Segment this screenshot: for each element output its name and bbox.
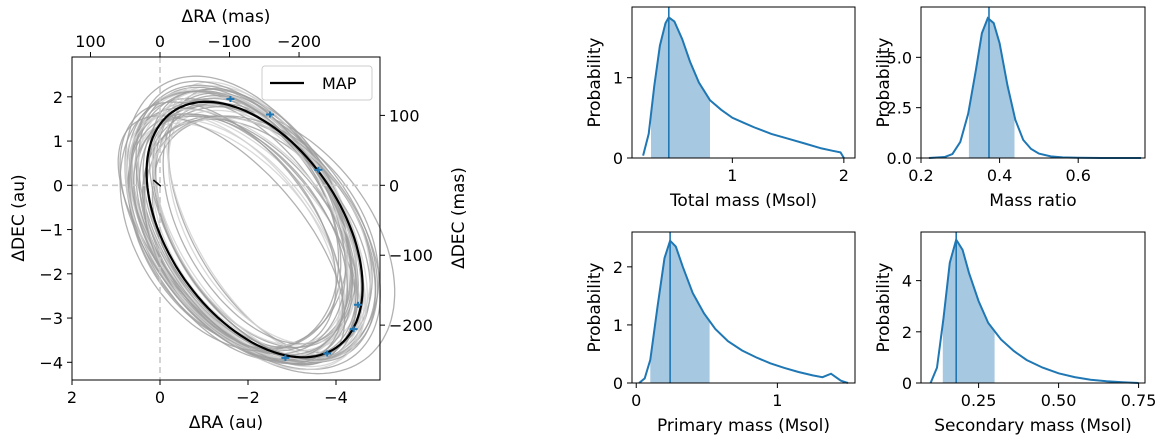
mass-ratio-y-tick-label: 5.0 [887, 48, 912, 67]
total-mass-y-tick-label: 0 [613, 149, 623, 168]
sample-orbit [130, 84, 347, 355]
orbit-right-axis-label: ΔDEC (mas) [449, 167, 469, 269]
orbit-panel: 2 0 −2 −4 2 1 0 −1 −2 −3 −4 100 0 −100 −200 100 0 −100… [9, 7, 469, 433]
primary-mass-y-axis-label: Probability [585, 263, 605, 353]
total-mass-credible-interval [651, 17, 710, 159]
mass-ratio-y-tick-label: 0.0 [887, 149, 912, 168]
secondary-mass-y-tick-label: 0 [902, 374, 912, 393]
total-mass-x-axis-label: Total mass (Msol) [669, 191, 817, 211]
secondary-mass-x-axis-label: Secondary mass (Msol) [934, 416, 1131, 436]
legend-map-label: MAP [322, 74, 357, 93]
mass-ratio-x-axis-label: Mass ratio [989, 191, 1076, 211]
orbit-y-tick-label: −4 [39, 353, 63, 372]
orbit-top-tick-label: −200 [277, 32, 321, 51]
secondary-mass-y-tick-label: 2 [902, 323, 912, 342]
primary-mass-panel: 0 1 0 1 2 Primary mass (Msol) Probability [585, 231, 856, 436]
primary-mass-y-tick-label: 1 [613, 316, 623, 335]
orbit-y-tick-label: 0 [53, 176, 63, 195]
mass-ratio-x-tick-label: 0.6 [1065, 166, 1090, 185]
primary-mass-axes-frame [631, 231, 856, 384]
orbit-y-tick-label: −3 [39, 309, 63, 328]
secondary-mass-y-tick-label: 4 [902, 272, 912, 291]
primary-mass-credible-interval [650, 240, 710, 383]
total-mass-x-tick-label: 1 [727, 166, 737, 185]
mass-ratio-y-tick-label: 2.5 [887, 99, 912, 118]
primary-mass-x-axis-label: Primary mass (Msol) [657, 416, 830, 436]
total-mass-density-curve [642, 15, 845, 159]
orbit-y-tick-label: −2 [39, 265, 63, 284]
mass-ratio-panel: 0.2 0.4 0.6 0.0 2.5 5.0 Mass ratio Probability [874, 6, 1146, 211]
orbit-y-tick-label: −1 [39, 221, 63, 240]
sample-orbit [133, 115, 348, 356]
mass-ratio-density-curve [928, 16, 1142, 159]
orbit-right-tick-label: 0 [389, 176, 399, 195]
orbit-legend: MAP [261, 65, 373, 101]
secondary-mass-axes-frame [920, 231, 1146, 384]
orbit-right-tick-label: 100 [389, 106, 420, 125]
orbit-top-tick-label: −100 [208, 32, 252, 51]
orbit-y-axis-label: ΔDEC (au) [9, 174, 29, 261]
sample-orbit [126, 108, 367, 371]
secondary-mass-density-curve [929, 237, 1139, 384]
primary-mass-x-tick-label: 1 [772, 391, 782, 410]
mass-ratio-axes-frame [920, 6, 1146, 159]
orbit-y-tick-label: 1 [53, 132, 63, 151]
orbit-right-ticks: 100 0 −100 −200 [380, 106, 433, 335]
sample-orbit [154, 92, 357, 349]
primary-mass-y-tick-label: 0 [613, 374, 623, 393]
sample-orbit [117, 115, 346, 366]
mass-ratio-x-tick-label: 0.4 [987, 166, 1012, 185]
zero-reference-lines [72, 57, 380, 380]
map-orbit-line [145, 100, 364, 359]
primary-mass-y-tick-label: 2 [613, 258, 623, 277]
mass-ratio-y-axis-label: Probability [874, 38, 894, 128]
secondary-mass-panel: 0.25 0.50 0.75 0 2 4 Secondary mass (Msol) Prob… [874, 231, 1157, 436]
total-mass-axes-frame [631, 6, 856, 159]
orbit-y-tick-label: 2 [53, 88, 63, 107]
secondary-mass-x-tick-label: 0.25 [961, 391, 997, 410]
total-mass-x-tick-label: 2 [839, 166, 849, 185]
orbit-top-axis-label: ΔRA (mas) [182, 7, 271, 27]
orbit-right-tick-label: −200 [389, 316, 433, 335]
sample-orbit [148, 90, 358, 358]
orbit-x-tick-label: −4 [324, 388, 348, 407]
orbit-x-axis-label: ΔRA (au) [189, 413, 263, 433]
total-mass-y-axis-label: Probability [585, 38, 605, 128]
orbit-axes-frame [71, 56, 381, 381]
map-offset-segment [152, 179, 162, 187]
primary-mass-x-tick-label: 0 [631, 391, 641, 410]
orbit-top-ticks: 100 0 −100 −200 [75, 32, 321, 57]
secondary-mass-x-tick-label: 0.75 [1121, 391, 1157, 410]
legend-box [261, 65, 373, 101]
secondary-mass-x-tick-label: 0.50 [1041, 391, 1077, 410]
orbit-x-tick-label: −2 [236, 388, 260, 407]
mass-ratio-credible-interval [968, 18, 1015, 158]
orbit-x-tick-label: 2 [67, 388, 77, 407]
secondary-mass-y-axis-label: Probability [874, 263, 894, 353]
sample-orbit [151, 85, 358, 352]
orbit-x-ticks: 2 0 −2 −4 [67, 380, 348, 407]
primary-mass-density-curve [638, 238, 849, 384]
orbit-top-tick-label: 100 [75, 32, 106, 51]
observation-markers [226, 96, 362, 361]
orbit-y-ticks: 2 1 0 −1 −2 −3 −4 [39, 88, 72, 372]
orbit-x-tick-label: 0 [155, 388, 165, 407]
total-mass-panel: 1 2 0 1 Total mass (Msol) Probability [585, 6, 856, 211]
mass-ratio-x-tick-label: 0.2 [908, 166, 933, 185]
orbit-top-tick-label: 0 [155, 32, 165, 51]
orbit-right-tick-label: −100 [389, 246, 433, 265]
total-mass-y-tick-label: 1 [613, 69, 623, 88]
